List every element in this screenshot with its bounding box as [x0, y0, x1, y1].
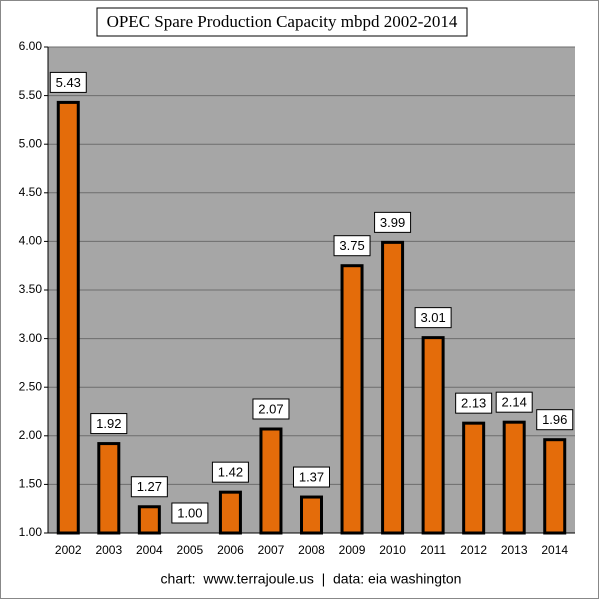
- bar: [462, 421, 486, 535]
- value-label-box: [293, 466, 330, 488]
- x-tick-label: 2005: [177, 543, 204, 557]
- value-label: 1.00: [177, 505, 202, 520]
- value-label: 2.07: [258, 401, 283, 416]
- chart-title: OPEC Spare Production Capacity mbpd 2002…: [107, 12, 458, 31]
- y-tick-label: 1.50: [19, 477, 43, 491]
- value-label-box: [171, 502, 209, 524]
- value-label-box: [90, 413, 128, 435]
- value-label-box: [211, 461, 249, 483]
- x-tick-label: 2012: [460, 543, 487, 557]
- x-tick-label: 2008: [298, 543, 325, 557]
- bar: [381, 240, 405, 535]
- y-tick-label: 2.00: [19, 428, 43, 442]
- value-label: 1.92: [96, 416, 121, 431]
- x-tick-label: 2013: [501, 543, 528, 557]
- y-tick-label: 4.50: [19, 185, 43, 199]
- x-tick-label: 2009: [339, 543, 366, 557]
- y-tick-label: 1.00: [19, 525, 43, 539]
- bar: [543, 438, 567, 535]
- x-tick-label: 2014: [541, 543, 568, 557]
- value-label-box: [333, 235, 371, 257]
- x-tick-label: 2004: [136, 543, 163, 557]
- value-label: 3.99: [380, 215, 405, 230]
- value-label: 2.14: [502, 395, 527, 410]
- y-tick-label: 3.00: [19, 331, 43, 345]
- x-tick-label: 2010: [379, 543, 406, 557]
- value-label: 5.43: [56, 75, 81, 90]
- value-label-box: [536, 409, 574, 431]
- value-label-box: [455, 392, 493, 414]
- bar: [300, 495, 323, 535]
- value-label: 1.27: [137, 479, 162, 494]
- x-tick-label: 2007: [258, 543, 285, 557]
- x-tick-label: 2002: [55, 543, 82, 557]
- value-label-box: [374, 211, 412, 233]
- y-tick-label: 3.50: [19, 282, 43, 296]
- x-tick-label: 2011: [420, 543, 446, 557]
- bar: [259, 427, 283, 535]
- value-label: 3.75: [339, 238, 364, 253]
- value-label-box: [49, 71, 87, 93]
- title-box: [96, 7, 468, 37]
- y-tick-label: 6.00: [19, 39, 43, 53]
- bar: [56, 100, 80, 535]
- y-tick-label: 5.00: [19, 136, 43, 150]
- y-tick-label: 4.00: [19, 234, 43, 248]
- value-label-box: [495, 391, 533, 413]
- y-tick-label: 5.50: [19, 88, 43, 102]
- bar: [137, 505, 161, 535]
- value-label: 2.13: [461, 396, 486, 411]
- bar: [97, 442, 121, 535]
- bar: [421, 336, 445, 535]
- value-label: 1.42: [218, 465, 243, 480]
- bar: [340, 264, 364, 535]
- value-label: 1.96: [542, 412, 567, 427]
- bar: [502, 420, 526, 535]
- value-label-box: [252, 398, 290, 420]
- x-tick-label: 2006: [217, 543, 244, 557]
- bar: [218, 490, 242, 535]
- x-tick-label: 2003: [95, 543, 122, 557]
- value-label: 3.01: [420, 310, 445, 325]
- y-tick-label: 2.50: [19, 379, 43, 393]
- value-label: 1.37: [299, 469, 324, 484]
- footer: chart: www.terrajoule.us | data: eia was…: [161, 571, 462, 587]
- value-label-box: [414, 307, 452, 329]
- value-label-box: [130, 476, 168, 498]
